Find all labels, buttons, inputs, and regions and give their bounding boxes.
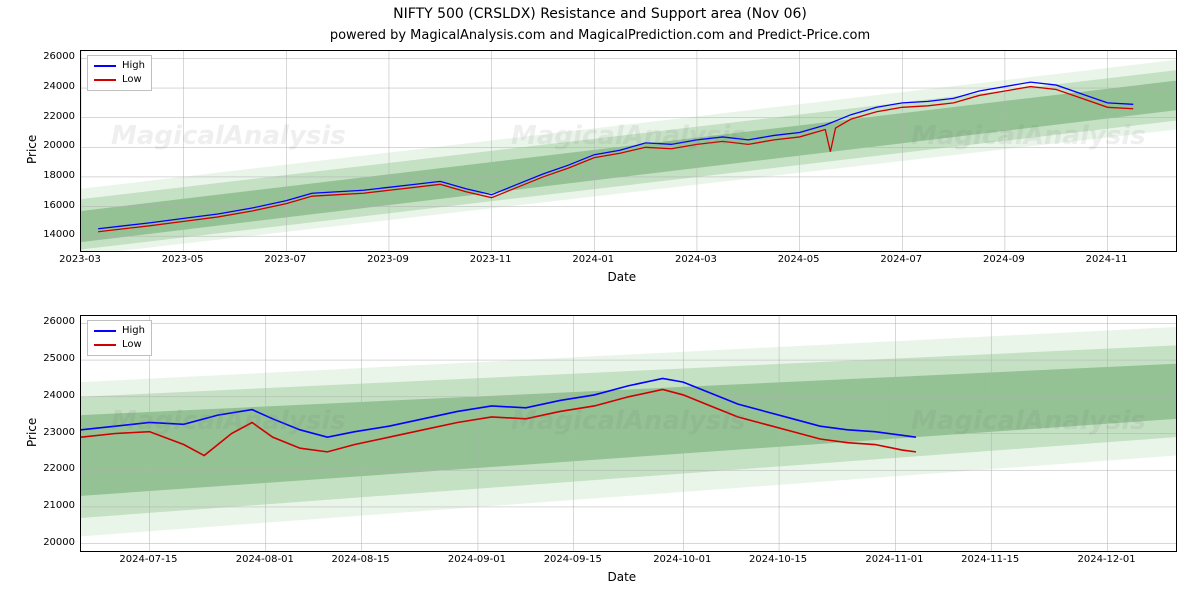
chart-subtitle: powered by MagicalAnalysis.com and Magic…	[0, 28, 1200, 43]
ytick-label: 24000	[30, 81, 75, 92]
legend-swatch-high	[94, 330, 116, 332]
legend-swatch-low	[94, 344, 116, 346]
ytick-label: 26000	[30, 51, 75, 62]
xtick-label: 2023-03	[40, 254, 120, 265]
ytick-label: 24000	[30, 390, 75, 401]
legend-swatch-low	[94, 79, 116, 81]
xlabel-bottom: Date	[608, 570, 637, 584]
xtick-label: 2024-01	[553, 254, 633, 265]
xtick-label: 2024-08-01	[225, 554, 305, 565]
xtick-label: 2023-09	[348, 254, 428, 265]
ytick-label: 18000	[30, 170, 75, 181]
xlabel-top: Date	[608, 270, 637, 284]
xtick-label: 2023-11	[451, 254, 531, 265]
panel-bottom: MagicalAnalysis MagicalAnalysis MagicalA…	[80, 315, 1177, 552]
xtick-label: 2024-09	[964, 254, 1044, 265]
ytick-label: 23000	[30, 427, 75, 438]
ytick-label: 26000	[30, 316, 75, 327]
legend-item-high: High	[94, 59, 145, 73]
xtick-label: 2024-05	[759, 254, 839, 265]
panel-top: MagicalAnalysis MagicalAnalysis MagicalA…	[80, 50, 1177, 252]
xtick-label: 2024-12-01	[1067, 554, 1147, 565]
xtick-label: 2024-07	[861, 254, 941, 265]
xtick-label: 2024-10-01	[642, 554, 722, 565]
xtick-label: 2024-11-15	[950, 554, 1030, 565]
figure: NIFTY 500 (CRSLDX) Resistance and Suppor…	[0, 0, 1200, 600]
ytick-label: 14000	[30, 229, 75, 240]
xtick-label: 2023-05	[143, 254, 223, 265]
xtick-label: 2024-11-01	[854, 554, 934, 565]
ytick-label: 20000	[30, 140, 75, 151]
xtick-label: 2024-09-15	[533, 554, 613, 565]
legend-item-high: High	[94, 324, 145, 338]
ytick-label: 21000	[30, 500, 75, 511]
legend-label-low: Low	[122, 338, 142, 352]
legend-label-high: High	[122, 59, 145, 73]
chart-title: NIFTY 500 (CRSLDX) Resistance and Suppor…	[0, 6, 1200, 22]
xtick-label: 2024-11	[1067, 254, 1147, 265]
legend-label-low: Low	[122, 73, 142, 87]
legend-swatch-high	[94, 65, 116, 67]
xtick-label: 2024-08-15	[321, 554, 401, 565]
xtick-label: 2024-07-15	[108, 554, 188, 565]
ytick-label: 25000	[30, 353, 75, 364]
ytick-label: 16000	[30, 200, 75, 211]
legend: High Low	[87, 320, 152, 356]
xtick-label: 2023-07	[245, 254, 325, 265]
xtick-label: 2024-03	[656, 254, 736, 265]
legend: High Low	[87, 55, 152, 91]
panel-top-svg	[81, 51, 1176, 251]
xtick-label: 2024-09-01	[437, 554, 517, 565]
legend-label-high: High	[122, 324, 145, 338]
legend-item-low: Low	[94, 338, 145, 352]
ytick-label: 22000	[30, 111, 75, 122]
legend-item-low: Low	[94, 73, 145, 87]
ytick-label: 22000	[30, 463, 75, 474]
panel-bottom-svg	[81, 316, 1176, 551]
ytick-label: 20000	[30, 537, 75, 548]
xtick-label: 2024-10-15	[738, 554, 818, 565]
